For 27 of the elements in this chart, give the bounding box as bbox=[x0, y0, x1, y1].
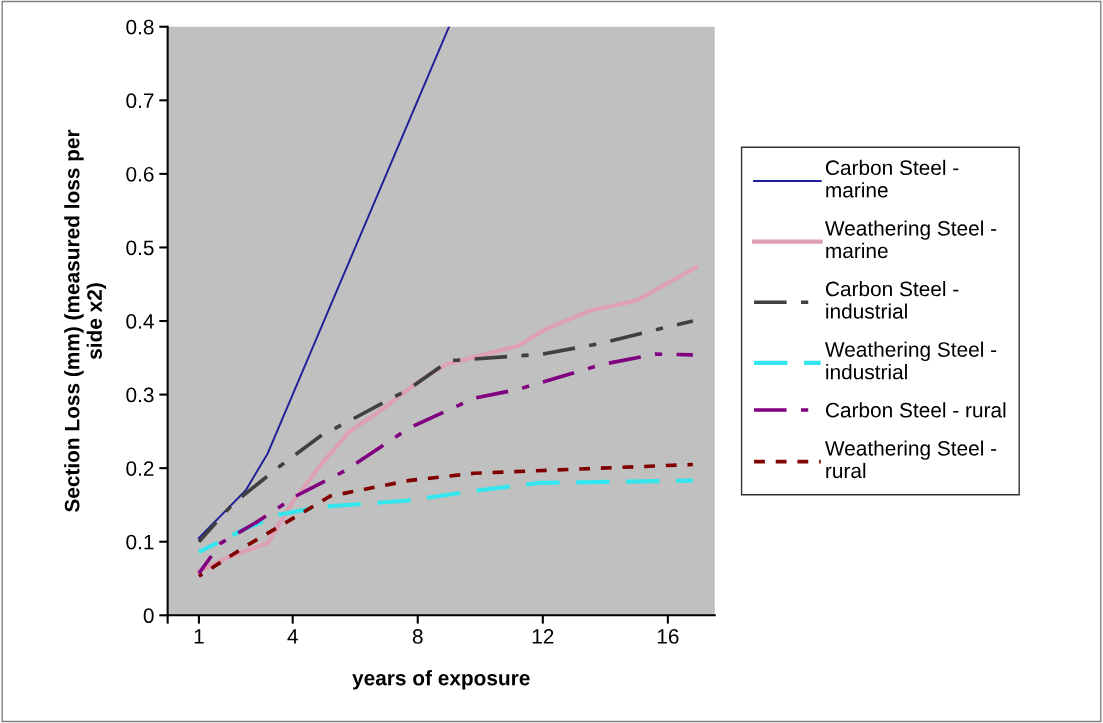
line-series bbox=[197, 319, 695, 544]
y-tick-label: 0.3 bbox=[126, 387, 154, 403]
y-tick-label: 0.4 bbox=[126, 314, 154, 329]
y-tick-label: 0.8 bbox=[126, 19, 154, 35]
legend-label: Weathering Steel - rural bbox=[825, 440, 997, 479]
y-tick-label: 0.5 bbox=[126, 240, 154, 256]
legend-label: Weathering Steel - industrial bbox=[825, 341, 997, 380]
x-tick-label: 8 bbox=[412, 629, 423, 644]
x-tick-label: 4 bbox=[287, 629, 298, 644]
x-tick-label: 1 bbox=[194, 629, 204, 644]
line-series bbox=[197, 26, 450, 539]
x-tick-label: 12 bbox=[532, 629, 554, 644]
y-tick-label: 0.6 bbox=[126, 166, 154, 182]
line-series bbox=[196, 478, 695, 555]
y-tick-label: 0.1 bbox=[126, 534, 154, 550]
legend-label: Carbon Steel - rural bbox=[825, 402, 1006, 418]
line-series bbox=[197, 462, 695, 579]
x-axis-title: years of exposure bbox=[352, 670, 530, 690]
legend-label: Carbon Steel - marine bbox=[825, 159, 959, 198]
legend-label: Weathering Steel - marine bbox=[825, 220, 997, 259]
line-series bbox=[197, 352, 695, 576]
x-tick-label: 16 bbox=[657, 629, 679, 644]
legend-label: Carbon Steel - industrial bbox=[825, 281, 959, 319]
y-tick-label: 0 bbox=[143, 608, 154, 624]
y-tick-label: 0.2 bbox=[126, 461, 154, 476]
y-tick-label: 0.7 bbox=[126, 93, 154, 109]
y-axis-title: Section Loss (mm) (measured loss per side x2) bbox=[64, 129, 107, 513]
